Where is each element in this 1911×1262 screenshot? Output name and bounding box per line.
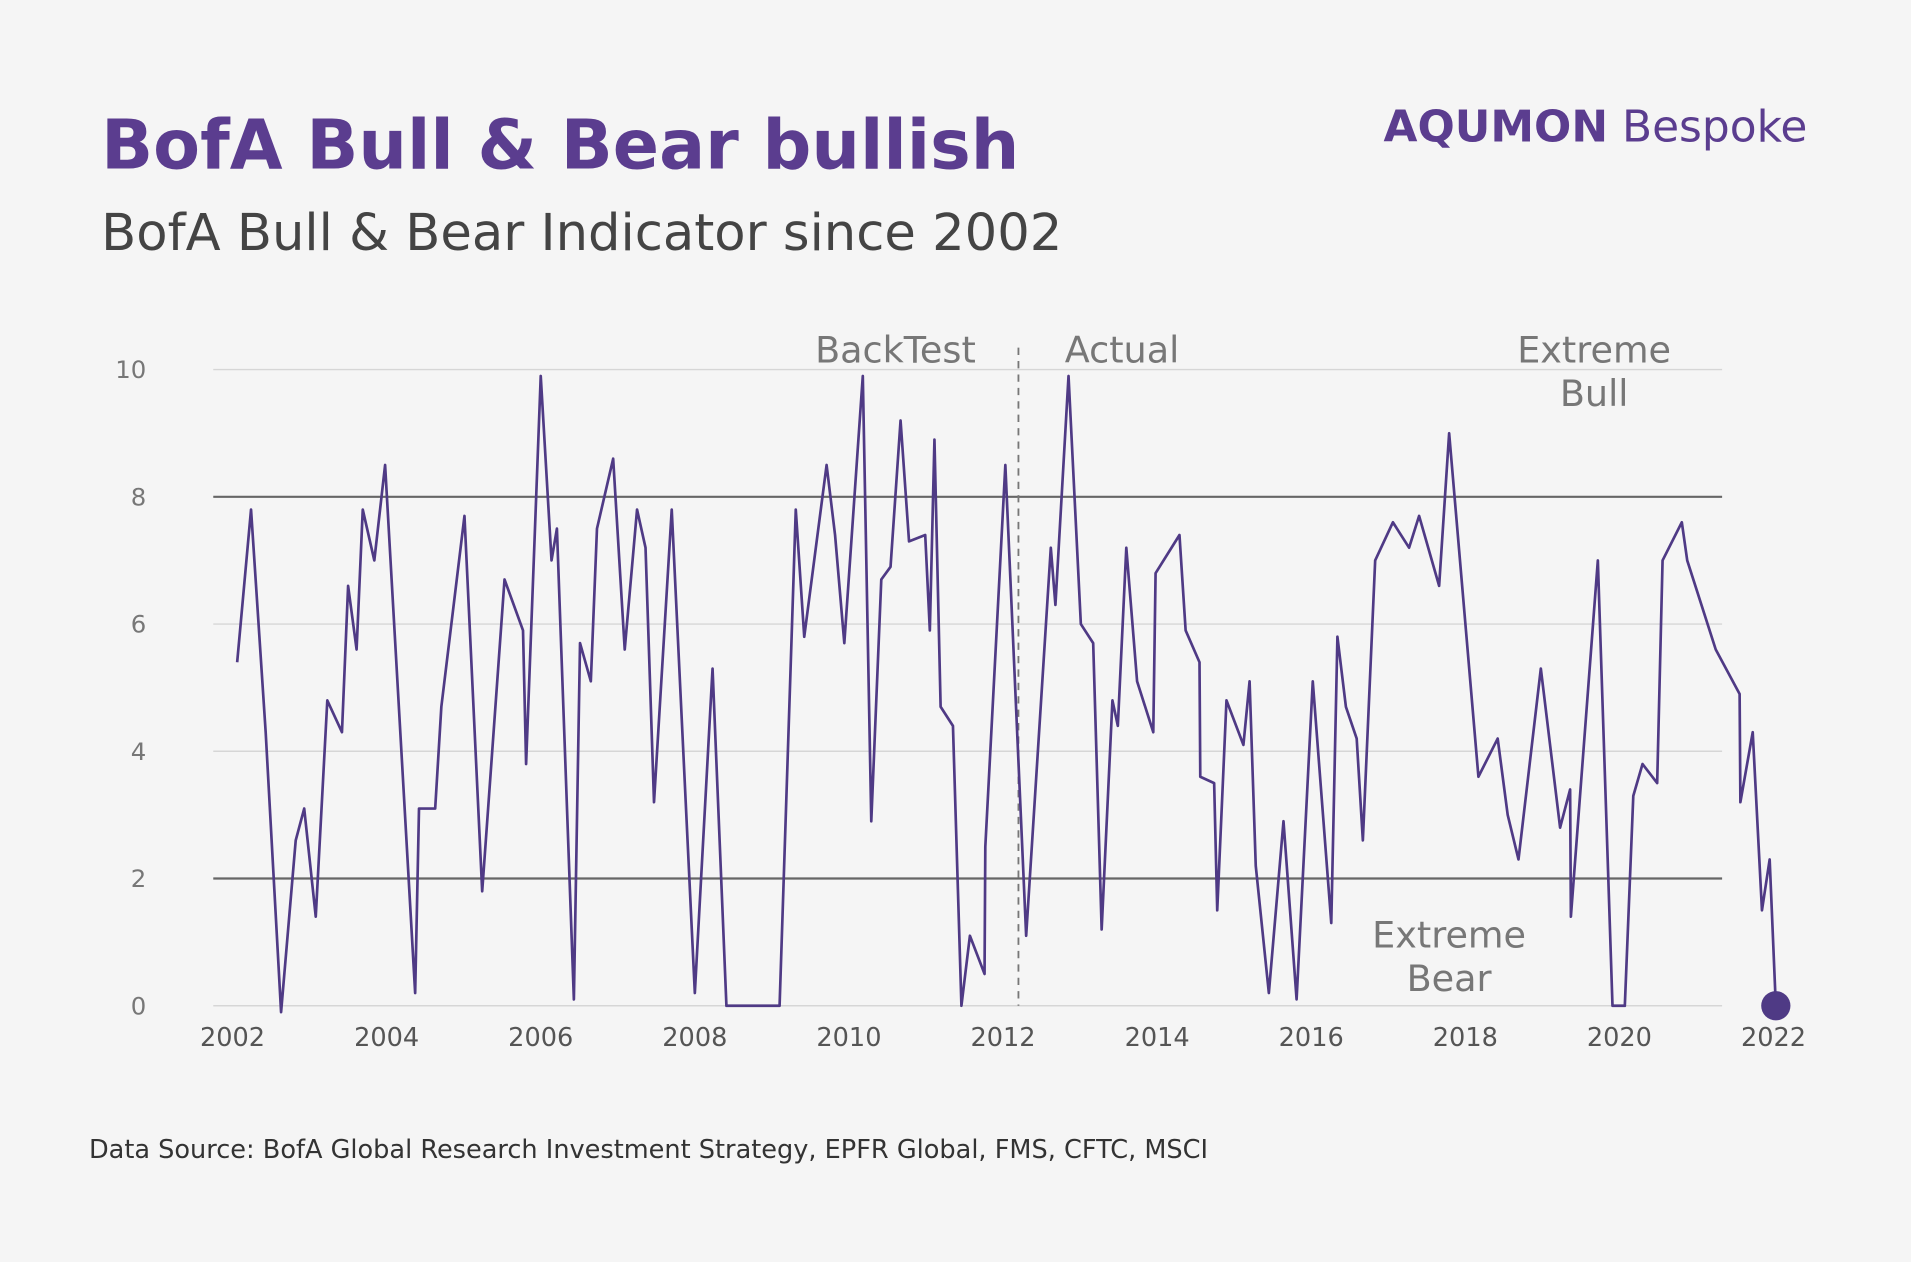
- y-tick-label: 10: [115, 355, 146, 384]
- x-tick-label: 2004: [354, 1023, 419, 1053]
- x-tick-label: 2022: [1741, 1023, 1806, 1053]
- x-tick-label: 2020: [1587, 1023, 1652, 1053]
- y-tick-label: 4: [131, 737, 147, 766]
- chart-subtitle: BofA Bull & Bear Indicator since 2002: [101, 203, 1062, 263]
- chart-title: BofA Bull & Bear bullish: [101, 106, 1019, 185]
- annotation: Bear: [1407, 957, 1493, 1000]
- x-tick-label: 2014: [1125, 1023, 1190, 1053]
- logo-brand: AQUMON: [1384, 102, 1608, 153]
- annotation: Actual: [1065, 328, 1180, 371]
- x-tick-label: 2016: [1279, 1023, 1344, 1053]
- annotation: Extreme: [1372, 913, 1526, 956]
- logo: AQUMON Bespoke: [1384, 102, 1808, 153]
- data-line: [235, 374, 1778, 1014]
- logo-product: Bespoke: [1622, 102, 1807, 153]
- y-tick-label: 0: [131, 991, 147, 1020]
- annotation: BackTest: [815, 328, 976, 371]
- x-tick-label: 2012: [970, 1023, 1035, 1053]
- y-tick-label: 6: [131, 610, 147, 639]
- x-tick-label: 2010: [816, 1023, 881, 1053]
- annotation: Extreme: [1517, 328, 1671, 371]
- x-tick-label: 2006: [508, 1023, 573, 1053]
- x-tick-label: 2018: [1433, 1023, 1498, 1053]
- y-tick-label: 2: [131, 864, 147, 893]
- x-tick-label: 2008: [662, 1023, 727, 1053]
- source-note: Data Source: BofA Global Research Invest…: [89, 1135, 1208, 1165]
- annotation: Bull: [1560, 372, 1629, 415]
- x-tick-label: 2002: [200, 1023, 265, 1053]
- last-point: [1761, 991, 1791, 1021]
- y-tick-label: 8: [131, 482, 147, 511]
